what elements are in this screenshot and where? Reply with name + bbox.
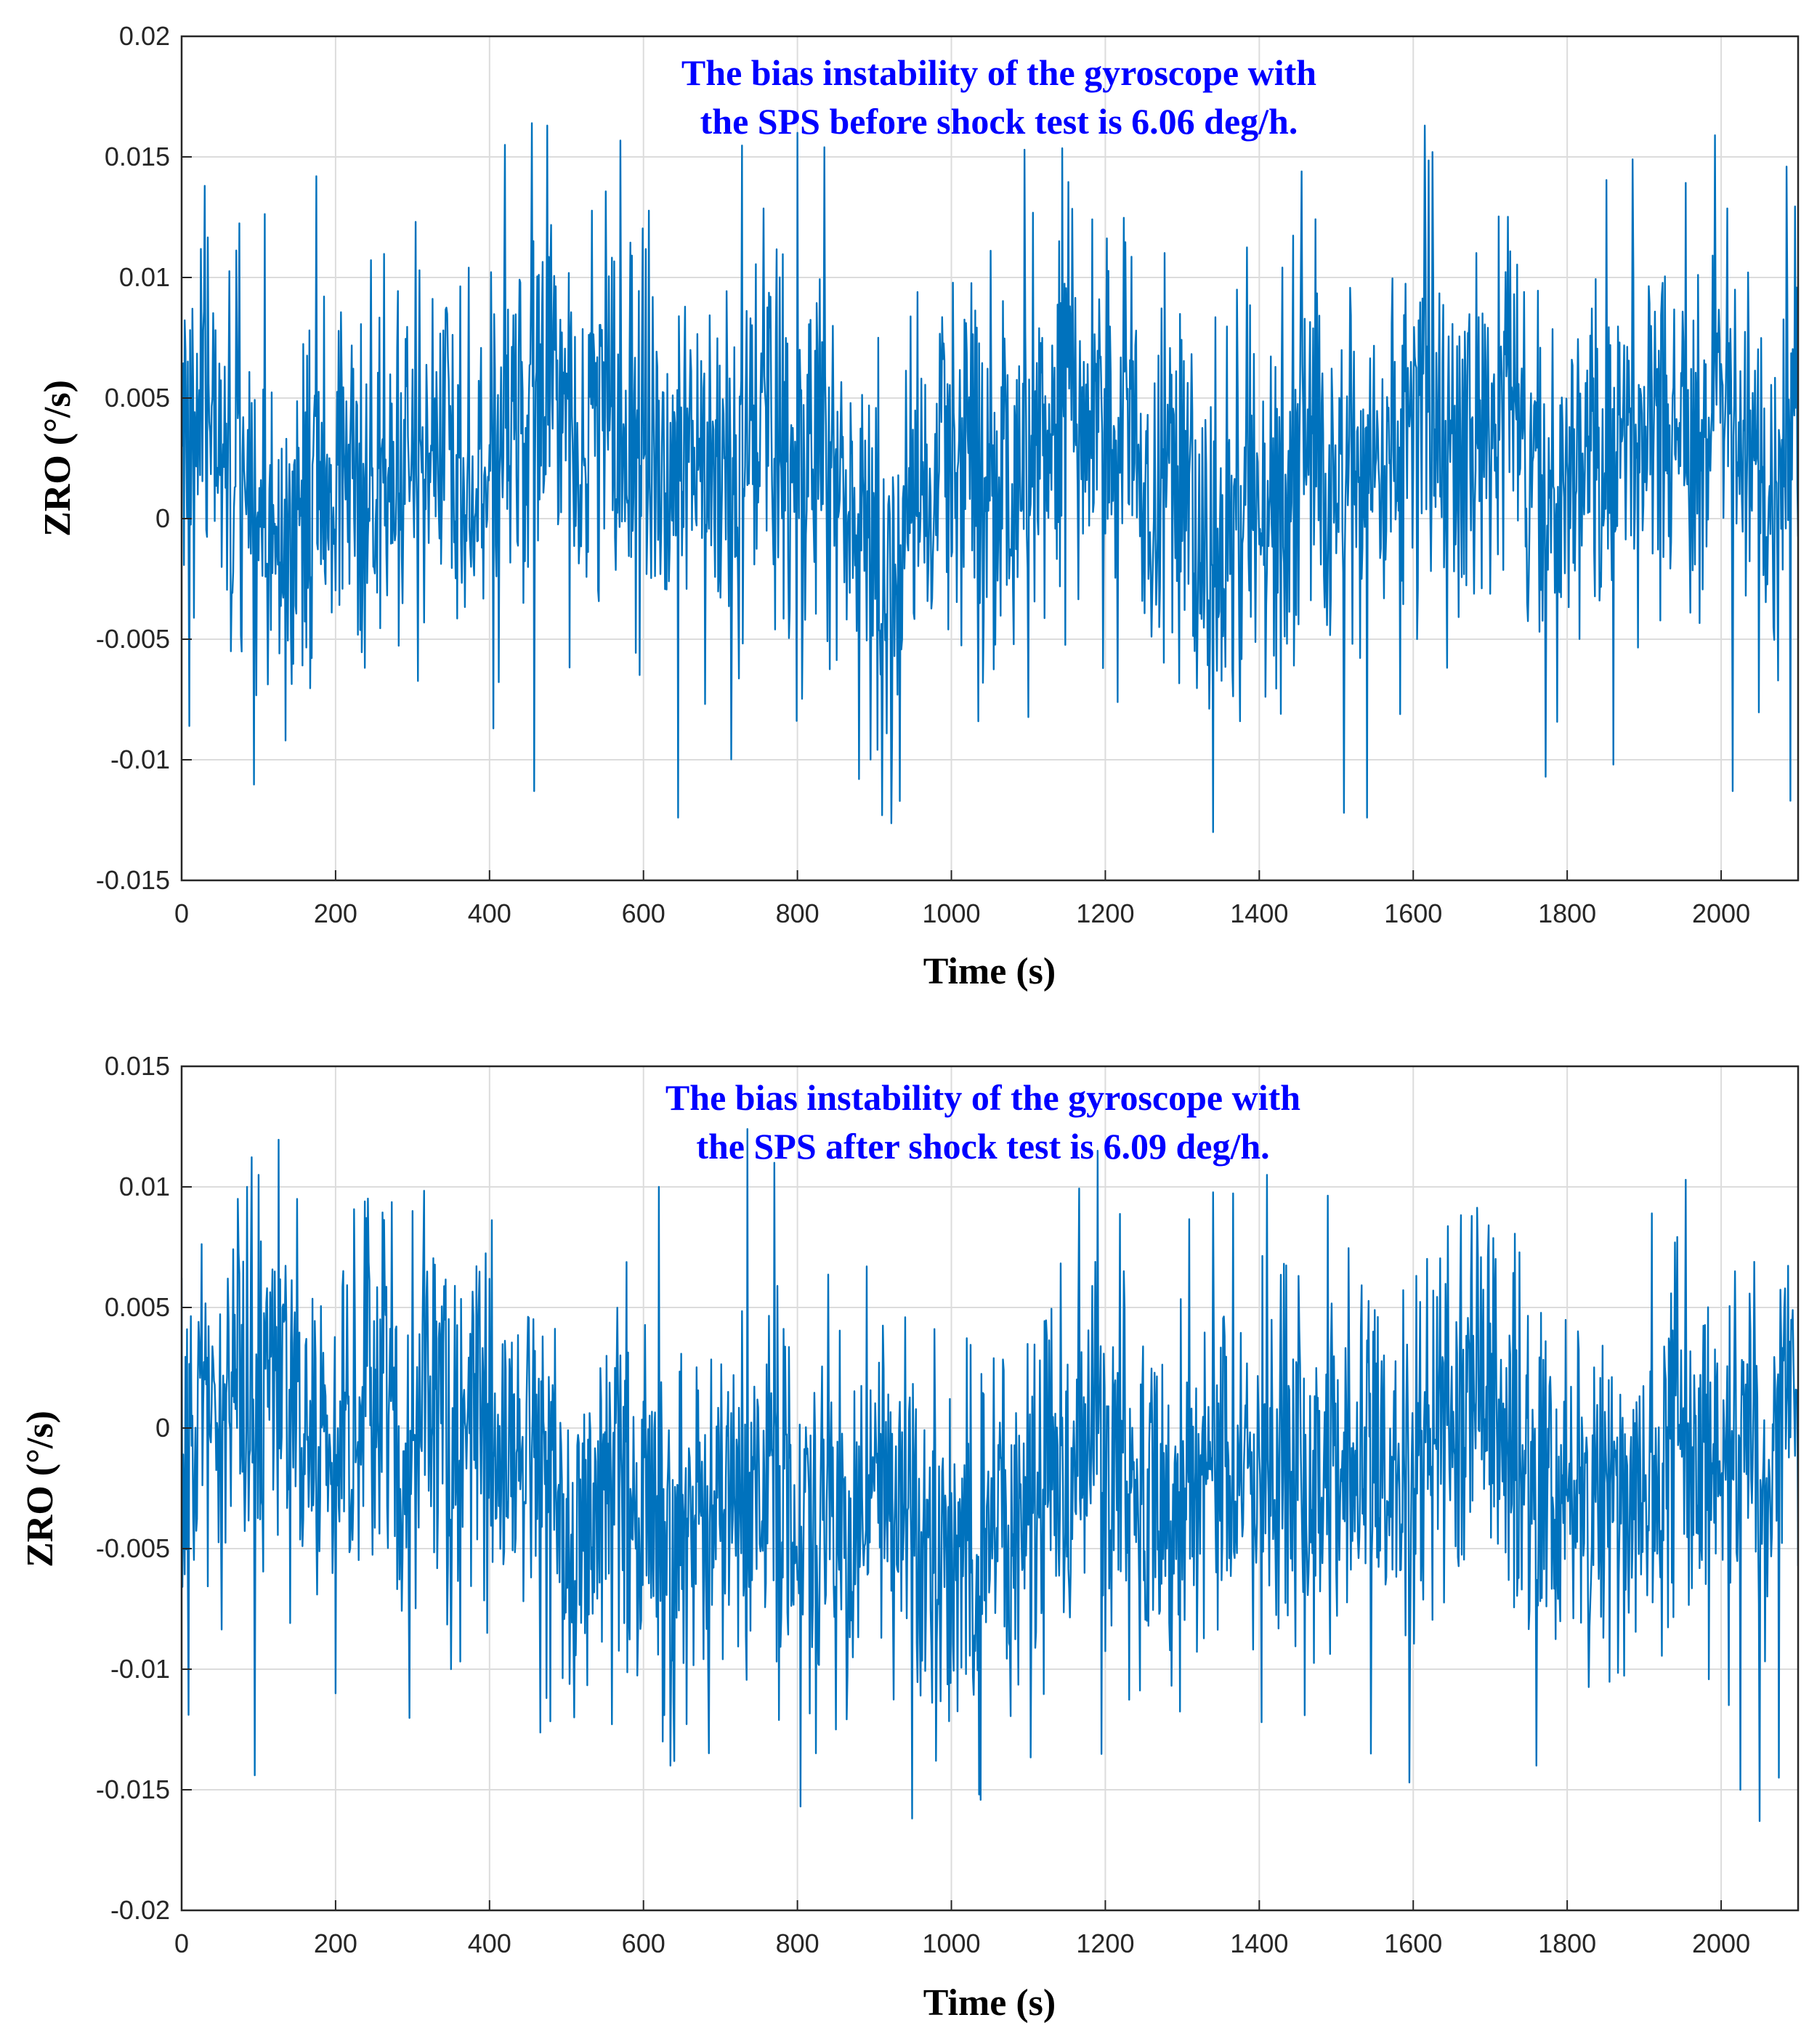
top-chart-annotation-line-1: The bias instability of the gyroscope wi… (681, 52, 1316, 93)
top-chart-x-tick-label: 400 (468, 899, 511, 928)
bottom-chart-axes-frame (180, 1065, 1800, 1912)
top-chart-x-tick-label: 800 (776, 899, 820, 928)
top-chart-x-tick-label: 2000 (1692, 899, 1750, 928)
top-chart-axes-frame (180, 35, 1800, 882)
top-chart-x-tick-label: 600 (622, 899, 665, 928)
bottom-chart-panel: 0 200 400 600 800 1000 1200 1400 1600 1800 2000 -0… (20, 1051, 1800, 2024)
bottom-chart-x-tick-label: 1400 (1230, 1929, 1288, 1958)
bottom-chart-y-tick-label: -0.01 (110, 1654, 170, 1684)
top-chart-x-tick-label: 1000 (922, 899, 980, 928)
top-chart-x-tick-label: 1600 (1384, 899, 1442, 928)
bottom-chart-x-axis-title: Time (s) (923, 1982, 1056, 2024)
top-chart-x-tick-label: 200 (314, 899, 357, 928)
bottom-chart-y-tick-label: -0.015 (96, 1775, 170, 1804)
top-chart-x-tick-labels: 0 200 400 600 800 1000 1200 1400 1600 1800 2000 (174, 870, 1750, 928)
top-chart-y-axis-title: ZRO (°/s) (37, 380, 78, 537)
bottom-chart-y-axis-title: ZRO (°/s) (20, 1411, 61, 1568)
top-chart-y-tick-label: -0.01 (110, 745, 170, 774)
bottom-chart-x-tick-label: 1800 (1538, 1929, 1596, 1958)
top-chart-x-tick-label: 1400 (1230, 899, 1288, 928)
bottom-chart-x-tick-label: 600 (622, 1929, 665, 1958)
bottom-chart-x-tick-labels: 0 200 400 600 800 1000 1200 1400 1600 1800 2000 (174, 1900, 1750, 1958)
top-chart-panel: 0 200 400 600 800 1000 1200 1400 1600 1800 2000 -0… (37, 21, 1800, 992)
top-chart-y-tick-label: -0.005 (96, 624, 170, 654)
top-chart-x-axis-title: Time (s) (923, 951, 1056, 992)
top-chart-y-tick-label: -0.015 (96, 865, 170, 895)
bottom-chart-y-tick-label: 0.015 (105, 1051, 170, 1081)
bottom-chart-x-tick-label: 1000 (922, 1929, 980, 1958)
bottom-chart-y-tick-label: 0.005 (105, 1292, 170, 1322)
bottom-chart-y-tick-label: -0.005 (96, 1533, 170, 1563)
top-chart-y-tick-label: 0 (155, 503, 170, 533)
bottom-chart-x-tick-label: 1200 (1076, 1929, 1134, 1958)
top-chart-y-tick-label: 0.01 (119, 262, 170, 292)
bottom-chart-y-tick-labels: -0.02 -0.015 -0.01 -0.005 0 0.005 0.01 0.015 (96, 1051, 192, 1925)
bottom-chart-annotation-line-2: the SPS after shock test is 6.09 deg/h. (696, 1126, 1269, 1167)
bottom-chart-x-tick-label: 2000 (1692, 1929, 1750, 1958)
bottom-chart-x-tick-label: 400 (468, 1929, 511, 1958)
top-chart-y-tick-label: 0.015 (105, 142, 170, 171)
top-chart-y-tick-label: 0.02 (119, 21, 170, 51)
top-chart-x-tick-label: 1200 (1076, 899, 1134, 928)
top-chart-y-tick-label: 0.005 (105, 383, 170, 413)
bottom-chart-x-tick-label: 0 (174, 1929, 189, 1958)
bottom-chart-annotation-line-1: The bias instability of the gyroscope wi… (665, 1077, 1300, 1118)
bottom-chart-y-tick-label: 0 (155, 1413, 170, 1443)
bottom-chart-series-line (182, 1128, 1798, 1822)
bottom-chart-y-tick-label: -0.02 (110, 1895, 170, 1925)
top-chart-x-tick-label: 0 (174, 899, 189, 928)
bottom-chart-x-tick-label: 800 (776, 1929, 820, 1958)
bottom-chart-x-tick-label: 200 (314, 1929, 357, 1958)
bottom-chart-y-tick-label: 0.01 (119, 1172, 170, 1201)
top-chart-y-tick-labels: -0.015 -0.01 -0.005 0 0.005 0.01 0.015 0.02 (96, 21, 192, 895)
bottom-chart-x-tick-label: 1600 (1384, 1929, 1442, 1958)
top-chart-x-tick-label: 1800 (1538, 899, 1596, 928)
top-chart-series-line (182, 122, 1798, 833)
top-chart-annotation-line-2: the SPS before shock test is 6.06 deg/h. (700, 101, 1298, 142)
